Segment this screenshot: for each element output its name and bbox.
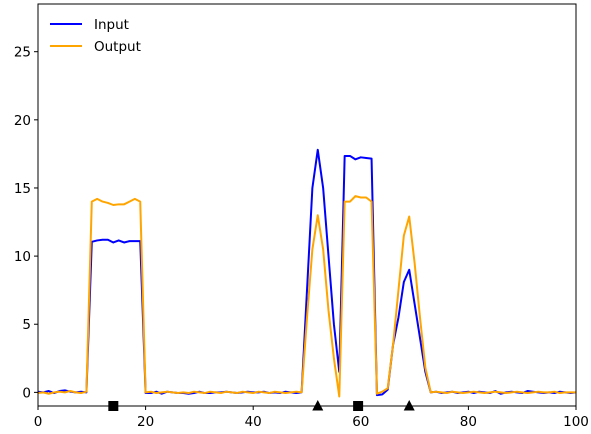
x-tick-label: 100 xyxy=(563,414,589,430)
y-tick-label: 15 xyxy=(14,181,31,197)
legend-label-output: Output xyxy=(94,39,141,55)
axes: 0 20 40 60 80 100 0 5 10 15 20 25 xyxy=(14,3,589,430)
y-tick-label: 5 xyxy=(22,317,31,333)
x-tick-label: 0 xyxy=(34,414,43,430)
y-tick-label: 10 xyxy=(14,249,31,265)
y-tick-label: 20 xyxy=(14,113,31,129)
x-tick-label: 80 xyxy=(460,414,477,430)
marker-triangle xyxy=(312,400,324,411)
marker-triangle xyxy=(403,400,415,411)
x-tick-label: 40 xyxy=(245,414,262,430)
legend: Input Output xyxy=(50,17,141,55)
y-tick-label: 0 xyxy=(22,385,31,401)
x-tick-label: 20 xyxy=(137,414,154,430)
legend-label-input: Input xyxy=(94,17,129,33)
series-line-output xyxy=(38,195,576,398)
x-tick-label: 60 xyxy=(352,414,369,430)
axes-frame xyxy=(37,3,577,407)
y-tick-label: 25 xyxy=(14,45,31,61)
